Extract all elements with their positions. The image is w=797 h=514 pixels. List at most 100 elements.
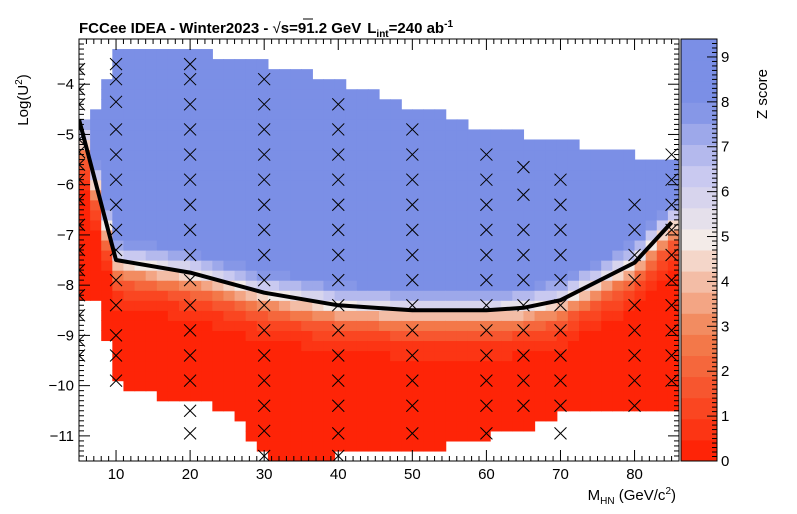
heatmap-cell (345, 440, 358, 452)
heatmap-cell (523, 189, 536, 201)
heatmap-cell (356, 390, 369, 402)
heatmap-cell (379, 119, 391, 131)
heatmap-cell (467, 159, 480, 171)
heatmap-cell (390, 179, 402, 191)
heatmap-cell (545, 239, 558, 251)
heatmap-cell (167, 390, 180, 402)
heatmap-cell (212, 209, 225, 221)
heatmap-cell (279, 179, 291, 191)
heatmap-cell (245, 400, 258, 412)
heatmap-cell (345, 209, 358, 221)
heatmap-cell (145, 250, 158, 261)
heatmap-cell (356, 290, 369, 301)
heatmap-cell (156, 360, 169, 372)
heatmap-cell (279, 430, 291, 442)
heatmap-cell (379, 189, 391, 201)
heatmap-cell (612, 390, 625, 402)
heatmap-cell (490, 219, 502, 231)
heatmap-cell (401, 410, 413, 422)
heatmap-cell (134, 219, 147, 231)
scan-point-marker (257, 173, 271, 187)
heatmap-cell (434, 109, 447, 120)
heatmap-cell (134, 239, 147, 251)
heatmap-cell (334, 410, 347, 422)
heatmap-cell (301, 440, 313, 452)
heatmap-cell (323, 129, 336, 141)
heatmap-cell (390, 169, 402, 181)
heatmap-cell (579, 149, 591, 161)
heatmap-cell (367, 380, 380, 392)
heatmap-cell (123, 109, 136, 120)
heatmap-cell (323, 280, 336, 291)
heatmap-cell (234, 340, 247, 352)
heatmap-cell (467, 430, 480, 442)
heatmap-cell (479, 400, 491, 412)
heatmap-cell (667, 189, 679, 201)
color-scale-label: 5 (721, 229, 729, 246)
heatmap-cell (623, 239, 636, 251)
heatmap-cell (156, 380, 169, 392)
heatmap-cell (667, 209, 679, 221)
heatmap-cell (490, 300, 502, 311)
heatmap-cell (312, 209, 325, 221)
heatmap-cell (556, 340, 569, 352)
heatmap-cell (190, 250, 202, 261)
heatmap-cell (145, 360, 158, 372)
heatmap-cell (279, 159, 291, 171)
heatmap-cell (201, 330, 213, 342)
heatmap-cell (445, 129, 458, 141)
scan-point-marker (257, 273, 271, 287)
heatmap-cell (245, 239, 258, 251)
heatmap-cell (356, 400, 369, 412)
heatmap-cell (345, 350, 358, 362)
heatmap-cell (334, 310, 347, 321)
heatmap-cell (223, 290, 236, 301)
heatmap-cell (590, 239, 602, 251)
heatmap-cell (112, 310, 125, 321)
heatmap-cell (290, 79, 302, 90)
heatmap-cell (123, 79, 136, 90)
heatmap-cell (523, 139, 536, 151)
heatmap-cell (123, 239, 136, 251)
heatmap-cell (456, 330, 469, 342)
heatmap-cell (601, 239, 613, 251)
heatmap-cell (179, 300, 191, 311)
heatmap-cell (445, 310, 458, 321)
heatmap-cell (379, 380, 391, 392)
heatmap-cell (367, 209, 380, 221)
heatmap-cell (256, 290, 269, 301)
heatmap-cell (245, 340, 258, 352)
heatmap-cell (667, 360, 679, 372)
heatmap-cell (279, 380, 291, 392)
heatmap-cell (279, 149, 291, 161)
heatmap-cell (423, 290, 436, 301)
heatmap-cell (201, 229, 213, 241)
heatmap-cell (290, 360, 302, 372)
heatmap-cell (312, 430, 325, 442)
heatmap-cell (312, 330, 325, 342)
scan-point-marker (257, 399, 271, 413)
heatmap-cell (223, 179, 236, 191)
heatmap-cell (190, 59, 202, 70)
heatmap-cell (390, 360, 402, 372)
heatmap-cell (667, 320, 679, 331)
heatmap-cell (167, 350, 180, 362)
heatmap-cell (467, 270, 480, 281)
heatmap-cell (379, 99, 391, 110)
heatmap-cell (212, 250, 225, 261)
heatmap-cell (223, 69, 236, 80)
heatmap-cell (345, 129, 358, 141)
heatmap-cell (356, 169, 369, 181)
heatmap-cell (490, 149, 502, 161)
heatmap-cell (312, 270, 325, 281)
heatmap-cell (545, 380, 558, 392)
heatmap-cell (256, 360, 269, 372)
heatmap-cell (267, 179, 280, 191)
heatmap-cell (467, 410, 480, 422)
heatmap-cell (534, 260, 547, 271)
heatmap-cell (412, 169, 425, 181)
heatmap-cell (667, 370, 679, 382)
scan-point-marker (109, 273, 123, 287)
heatmap-cell (479, 209, 491, 221)
heatmap-cell (379, 430, 391, 442)
